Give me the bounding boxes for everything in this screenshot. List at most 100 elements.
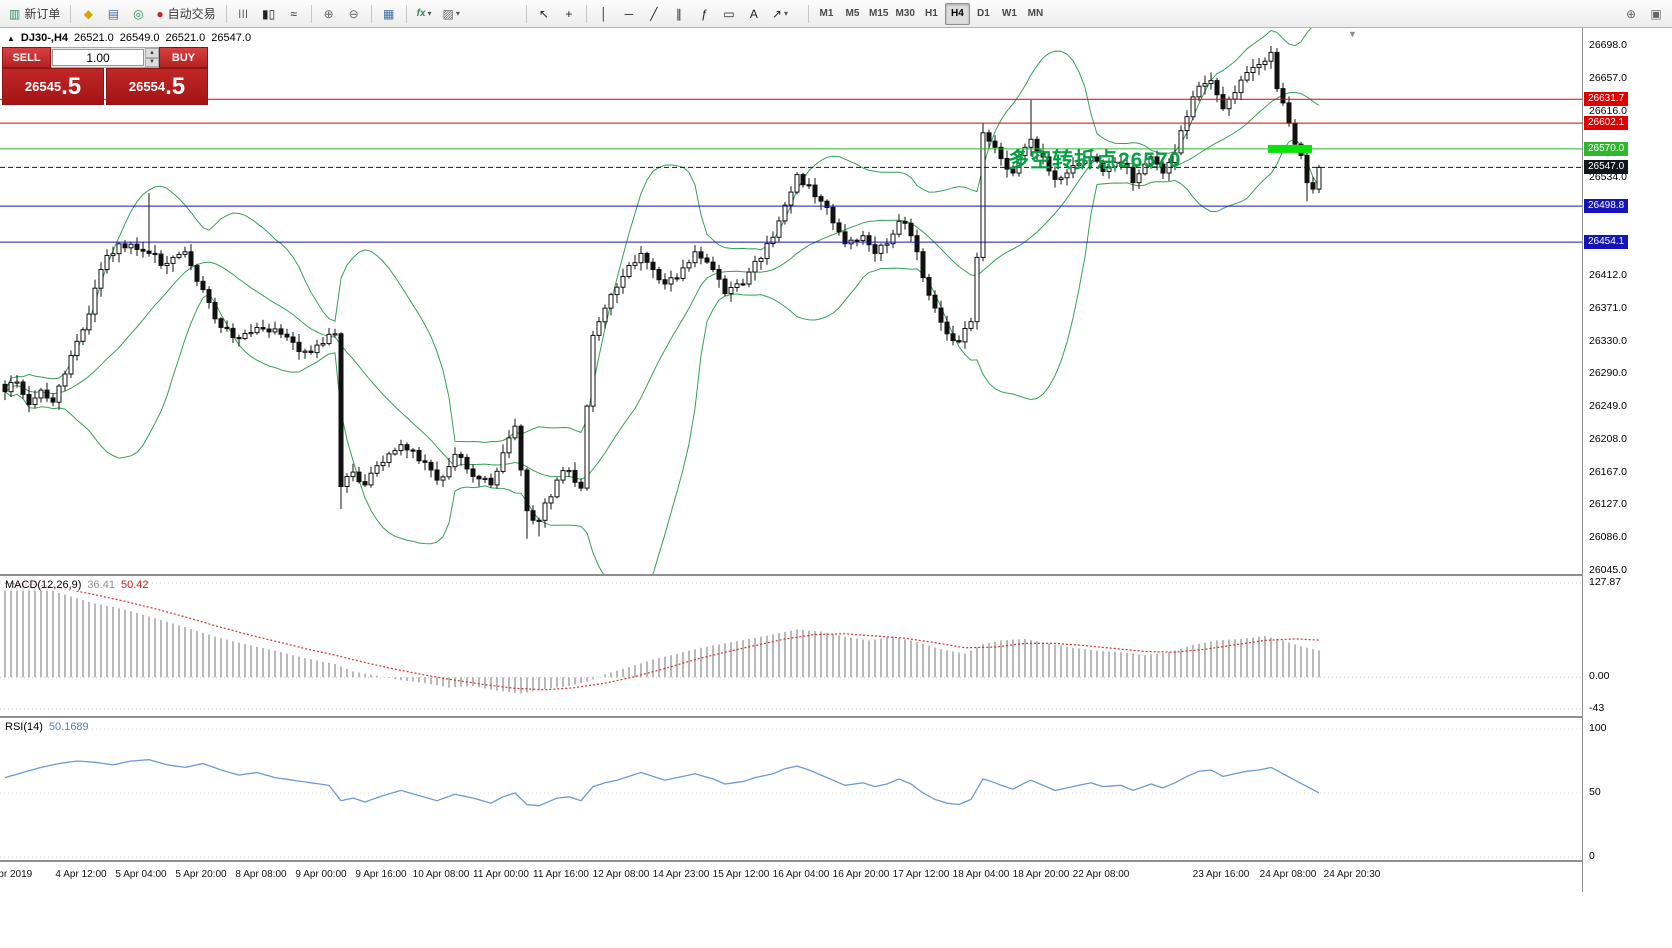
pivot-annotation-text[interactable]: 多空转折点26570 [1008, 149, 1182, 172]
time-axis-label: 10 Apr 08:00 [412, 869, 470, 880]
toolbar-separator [405, 4, 407, 23]
line-chart-button[interactable]: ≈ [282, 3, 306, 25]
tile-windows-icon: ▦ [382, 6, 395, 21]
panel-splitter[interactable] [0, 716, 1582, 718]
price-axis-label: 26371.0 [1589, 301, 1627, 314]
rsi-canvas[interactable] [0, 718, 1582, 860]
zoom-out-icon: ⊖ [348, 6, 359, 21]
timeframe-h4-button[interactable]: H4 [944, 2, 970, 25]
timeframe-d1-button[interactable]: D1 [976, 8, 990, 19]
bar-chart-icon: ||| [238, 8, 249, 18]
cursor-icon: ↖ [538, 6, 549, 21]
price-tag-support: 26454.1 [1584, 235, 1629, 250]
zoom-tool-button[interactable]: ⊕ [1619, 3, 1643, 25]
window-tool-button[interactable]: ▣ [1644, 3, 1668, 25]
navigator-button[interactable]: ◎ [126, 3, 150, 25]
cursor-button[interactable]: ↖ [532, 3, 556, 25]
channel-button[interactable]: ∥ [667, 3, 691, 25]
pivot-highlight-segment[interactable] [1268, 144, 1312, 153]
price-axis-label: 26616.0 [1589, 104, 1627, 117]
macd-axis-label: 0.00 [1589, 670, 1610, 683]
text-tool-button[interactable]: A [742, 3, 766, 25]
macd-panel [0, 576, 1582, 716]
candlestick-chart-button[interactable]: ▮▯ [257, 3, 281, 25]
time-axis-label: 9 Apr 16:00 [355, 869, 407, 880]
fibonacci-icon: ƒ [700, 6, 708, 21]
auto-trading-button[interactable]: ● 自动交易 [151, 3, 220, 25]
volume-decrease-button[interactable]: ▼ [145, 57, 159, 67]
rsi-axis-label: 50 [1589, 786, 1601, 798]
timeframe-m15-button[interactable]: M15 [868, 8, 889, 19]
macd-name: MACD(12,26,9) [5, 579, 82, 591]
indicators-button[interactable]: fx ▾ [412, 3, 437, 25]
toolbar-separator [585, 4, 587, 23]
templates-button[interactable]: ▨ ▾ [438, 3, 465, 25]
timeframe-mn-button[interactable]: MN [1027, 8, 1044, 19]
zoom-in-button[interactable]: ⊕ [317, 3, 341, 25]
toolbar-separator [225, 4, 227, 23]
shapes-button[interactable]: ▭ [717, 3, 741, 25]
rsi-axis-label: 100 [1589, 722, 1607, 734]
data-window-icon: ▤ [107, 6, 120, 21]
time-axis-label: 24 Apr 08:00 [1259, 869, 1317, 880]
panel-splitter[interactable] [0, 574, 1582, 576]
vertical-line-button[interactable]: │ [592, 3, 616, 25]
chart-symbol-header: ▲ DJ30-,H4 26521.0 26549.0 26521.0 26547… [5, 32, 254, 44]
price-tag-support: 26498.8 [1584, 199, 1629, 214]
main-toolbar: ▥ 新订单 ◆ ▤ ◎ ● 自动交易 ||| ▮▯ ≈ ⊕ ⊖ ▦ fx ▾ ▨ ▾… [0, 0, 1672, 28]
tile-windows-button[interactable]: ▦ [377, 3, 401, 25]
zoom-in-icon: ⊕ [323, 6, 334, 21]
macd-main-value: 36.41 [87, 579, 115, 591]
time-axis-label: 23 Apr 16:00 [1192, 869, 1250, 880]
time-axis[interactable]: 3 Apr 2019 4 Apr 12:00 5 Apr 04:00 5 Apr 20… [0, 862, 1582, 892]
dropdown-arrow-icon: ▾ [783, 9, 788, 18]
zoom-out-button[interactable]: ⊖ [342, 3, 366, 25]
time-axis-label: 16 Apr 04:00 [772, 869, 830, 880]
macd-indicator-label: MACD(12,26,9) 36.41 50.42 [5, 579, 149, 591]
price-tag-pivot: 26570.0 [1584, 141, 1629, 156]
candlestick-chart-icon: ▮▯ [262, 6, 276, 21]
bar-chart-button[interactable]: ||| [232, 3, 256, 25]
market-watch-button[interactable]: ◆ [76, 3, 100, 25]
buy-price-display[interactable]: 26554.5 [106, 68, 208, 105]
timeframe-m1-button[interactable]: M1 [819, 8, 834, 19]
chart-shift-marker-icon[interactable]: ▼ [1348, 29, 1357, 39]
time-axis-label: 3 Apr 2019 [0, 869, 33, 880]
arrows-tool-button[interactable]: ↗ ▾ [767, 3, 793, 25]
time-axis-label: 17 Apr 12:00 [892, 869, 950, 880]
mac d-signal-line [4, 582, 1320, 691]
new-order-label: 新订单 [24, 7, 61, 21]
price-axis[interactable]: 26698.0 26657.0 26616.0 26534.0 26412.0 26371… [1582, 28, 1672, 862]
channel-icon: ∥ [675, 6, 682, 21]
sell-price-display[interactable]: 26545.5 [2, 68, 104, 105]
timeframe-w1-button[interactable]: W1 [1001, 8, 1017, 19]
volume-increase-button[interactable]: ▲ [145, 48, 159, 58]
trendline-button[interactable]: ╱ [642, 3, 666, 25]
main-chart-canvas[interactable] [0, 28, 1582, 574]
dropdown-arrow-icon: ▾ [427, 9, 432, 18]
fibonacci-button[interactable]: ƒ [692, 3, 716, 25]
price-tag-current-price: 26547.0 [1584, 160, 1629, 175]
ohlc-open: 26521.0 [74, 32, 114, 44]
navigator-icon: ◎ [133, 6, 144, 21]
macd-canvas[interactable] [0, 576, 1582, 716]
trendline-icon: ╱ [650, 6, 658, 21]
timeframe-m30-button[interactable]: M30 [895, 8, 915, 19]
timeframe-m5-button[interactable]: M5 [845, 8, 860, 19]
collapse-trade-panel-icon[interactable]: ▲ [7, 33, 15, 43]
data-window-button[interactable]: ▤ [101, 3, 125, 25]
time-axis-label: 15 Apr 12:00 [712, 869, 770, 880]
timeframe-h1-button[interactable]: H1 [924, 8, 938, 19]
price-axis-label: 26249.0 [1589, 399, 1627, 412]
crosshair-button[interactable]: + [557, 3, 581, 25]
time-axis-label: 16 Apr 20:00 [832, 869, 890, 880]
macd-signal-value: 50.42 [120, 579, 149, 591]
macd-axis-label: -43 [1589, 701, 1605, 714]
dropdown-arrow-icon: ▾ [455, 9, 460, 18]
volume-input[interactable] [52, 49, 144, 66]
one-click-trading-panel: SELL ▲ ▼ BUY 26545.5 26554.5 [2, 47, 208, 105]
sell-button[interactable]: SELL [2, 47, 51, 68]
buy-button[interactable]: BUY [159, 47, 208, 68]
horizontal-line-button[interactable]: ─ [617, 3, 641, 25]
new-order-button[interactable]: ▥ 新订单 [4, 3, 65, 25]
